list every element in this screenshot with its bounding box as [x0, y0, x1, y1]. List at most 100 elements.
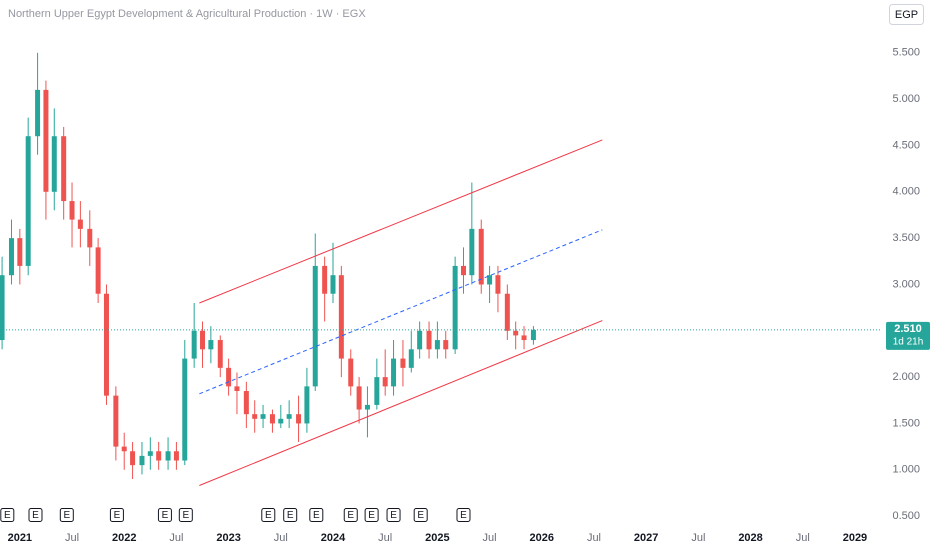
last-price-label: 2.510	[894, 323, 922, 335]
event-label[interactable]: E	[460, 510, 467, 521]
candle-body	[382, 377, 388, 387]
candle-body	[226, 367, 232, 387]
channel-middle	[199, 229, 603, 395]
candle-body	[252, 414, 258, 419]
candle-body	[103, 293, 109, 396]
candle-body	[269, 414, 275, 424]
candle-body	[460, 265, 466, 276]
candle-body	[322, 265, 328, 294]
event-label[interactable]: E	[347, 510, 354, 521]
event-label[interactable]: E	[4, 510, 11, 521]
candle-body	[364, 404, 370, 410]
currency-button[interactable]	[889, 4, 924, 25]
candle-body	[87, 228, 93, 248]
candle-body	[338, 275, 344, 359]
y-tick-label: 3.000	[892, 278, 920, 290]
candle-body	[0, 275, 5, 341]
event-badge[interactable]	[456, 508, 471, 522]
x-tick-label: Jul	[65, 532, 79, 544]
candle-body	[312, 265, 318, 387]
candle-body	[95, 247, 101, 294]
candle-body	[348, 358, 354, 387]
event-badge[interactable]	[178, 508, 193, 522]
event-badge[interactable]	[28, 508, 43, 522]
candle-body	[130, 451, 136, 466]
chart-title: Northern Upper Egypt Development & Agric…	[8, 8, 366, 20]
candle-body	[147, 451, 153, 456]
candle-body	[51, 136, 57, 192]
candle-body	[182, 358, 188, 461]
candle-body	[278, 418, 284, 424]
candle-body	[243, 391, 249, 415]
candle-body	[478, 228, 484, 285]
event-label[interactable]: E	[287, 510, 294, 521]
candle-body	[156, 451, 162, 461]
candle-body	[374, 377, 380, 405]
candle-body	[530, 329, 536, 341]
candle-body	[495, 275, 501, 294]
candle-body	[191, 330, 197, 359]
event-badge[interactable]	[157, 508, 172, 522]
event-badge[interactable]	[0, 508, 15, 522]
candle-body	[296, 414, 302, 424]
event-badge[interactable]	[364, 508, 379, 522]
y-tick-label: 4.500	[892, 139, 920, 151]
x-tick-label: Jul	[796, 532, 810, 544]
candle-body	[513, 330, 519, 336]
event-label[interactable]: E	[114, 510, 121, 521]
candle-body	[408, 349, 414, 368]
event-label[interactable]: E	[162, 510, 169, 521]
candle-body	[400, 358, 406, 368]
currency-label[interactable]: EGP	[895, 9, 918, 21]
countdown-label: 1d 21h	[893, 337, 924, 348]
event-label[interactable]: E	[32, 510, 39, 521]
x-tick-label: 2022	[112, 532, 136, 544]
x-tick-label: 2027	[634, 532, 658, 544]
candle-body	[77, 219, 83, 229]
candle-body	[304, 386, 310, 424]
x-tick-label: 2028	[738, 532, 762, 544]
candle-body	[286, 414, 292, 419]
event-badge[interactable]	[386, 508, 401, 522]
event-label[interactable]: E	[265, 510, 272, 521]
x-tick-label: Jul	[378, 532, 392, 544]
candle-body	[356, 386, 362, 410]
event-badge[interactable]	[261, 508, 276, 522]
candle-body	[35, 89, 41, 137]
candle-body	[17, 238, 23, 266]
event-badge[interactable]	[109, 508, 124, 522]
event-label[interactable]: E	[368, 510, 375, 521]
candle-body	[208, 340, 214, 350]
x-tick-label: 2026	[530, 532, 554, 544]
x-tick-label: 2021	[8, 532, 32, 544]
channel-lower	[199, 320, 603, 486]
event-label[interactable]: E	[390, 510, 397, 521]
candle-body	[330, 275, 336, 294]
candle-body	[121, 446, 127, 452]
event-label[interactable]: E	[182, 510, 189, 521]
x-tick-label: Jul	[169, 532, 183, 544]
event-badge[interactable]	[283, 508, 298, 522]
event-badge[interactable]	[413, 508, 428, 522]
event-badge[interactable]	[309, 508, 324, 522]
event-label[interactable]: E	[417, 510, 424, 521]
candle-body	[469, 228, 475, 276]
x-tick-label: 2029	[843, 532, 867, 544]
y-tick-label: 5.500	[892, 47, 920, 59]
event-badge[interactable]	[343, 508, 358, 522]
event-label[interactable]: E	[63, 510, 70, 521]
x-tick-label: Jul	[274, 532, 288, 544]
x-tick-label: 2023	[216, 532, 240, 544]
y-tick-label: 5.000	[892, 93, 920, 105]
event-badge[interactable]	[59, 508, 74, 522]
candle-body	[234, 386, 240, 392]
candle-body	[43, 89, 49, 192]
candle-body	[200, 330, 206, 350]
candle-body	[139, 455, 145, 466]
candle-body	[61, 136, 67, 202]
event-label[interactable]: E	[313, 510, 320, 521]
candle-body	[443, 340, 449, 350]
candle-body	[504, 293, 510, 331]
candle-body	[521, 335, 527, 341]
